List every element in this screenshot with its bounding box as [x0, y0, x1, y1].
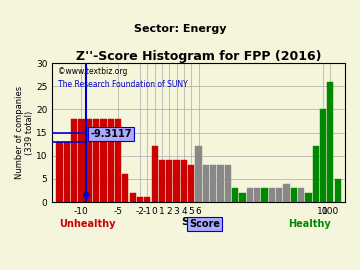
Bar [225, 165, 231, 202]
Bar [188, 165, 194, 202]
Bar [217, 165, 224, 202]
Bar [57, 142, 63, 202]
Text: Sector: Energy: Sector: Energy [134, 24, 226, 34]
Bar [159, 160, 165, 202]
Text: Unhealthy: Unhealthy [59, 219, 116, 229]
Title: Z''-Score Histogram for FPP (2016): Z''-Score Histogram for FPP (2016) [76, 50, 321, 63]
Bar [269, 188, 275, 202]
Bar [276, 188, 282, 202]
Bar [320, 109, 326, 202]
Bar [137, 197, 143, 202]
Bar [312, 147, 319, 202]
Bar [71, 119, 77, 202]
Bar [152, 147, 158, 202]
Bar [144, 197, 150, 202]
Text: -9.3117: -9.3117 [90, 129, 132, 139]
Bar [210, 165, 216, 202]
Bar [108, 119, 114, 202]
Bar [100, 119, 107, 202]
X-axis label: Score: Score [181, 217, 216, 227]
Bar [305, 193, 311, 202]
Bar [122, 174, 129, 202]
Text: The Research Foundation of SUNY: The Research Foundation of SUNY [58, 80, 188, 89]
Bar [239, 193, 246, 202]
Text: Healthy: Healthy [288, 219, 331, 229]
Bar [195, 147, 202, 202]
Bar [181, 160, 187, 202]
Bar [203, 165, 209, 202]
Bar [86, 119, 92, 202]
Bar [334, 179, 341, 202]
Bar [166, 160, 172, 202]
Text: Score: Score [189, 219, 220, 229]
Bar [93, 119, 99, 202]
Bar [327, 82, 333, 202]
Bar [78, 119, 85, 202]
Y-axis label: Number of companies
(339 total): Number of companies (339 total) [15, 86, 35, 179]
Bar [130, 193, 136, 202]
Bar [64, 142, 70, 202]
Bar [232, 188, 238, 202]
Bar [283, 184, 289, 202]
Bar [298, 188, 304, 202]
Bar [174, 160, 180, 202]
Bar [247, 188, 253, 202]
Bar [261, 188, 267, 202]
Text: ©www.textbiz.org: ©www.textbiz.org [58, 67, 127, 76]
Bar [254, 188, 260, 202]
Bar [291, 188, 297, 202]
Bar [115, 119, 121, 202]
